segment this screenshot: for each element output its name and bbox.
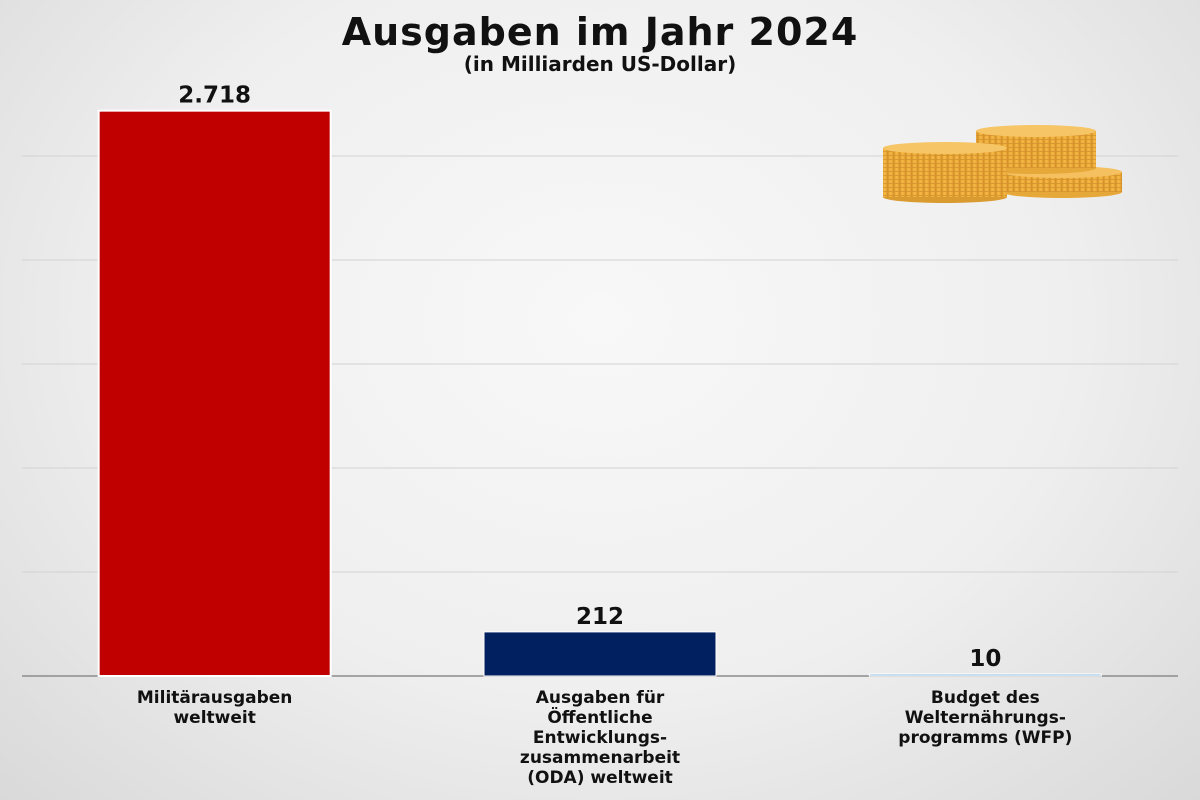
data-label-3: 10 bbox=[969, 646, 1001, 672]
data-label-2: 212 bbox=[576, 604, 624, 630]
bar-1 bbox=[97, 109, 332, 677]
value-labels: 2.718 212 10 bbox=[178, 83, 1001, 672]
data-label-1: 2.718 bbox=[178, 83, 251, 109]
chart-title: Ausgaben im Jahr 2024 bbox=[341, 10, 859, 54]
category-label-2: Ausgaben für Öffentliche Entwicklungs- z… bbox=[519, 688, 681, 788]
coin-stacks-icon bbox=[883, 125, 1122, 203]
chart-subtitle: (in Milliarden US-Dollar) bbox=[463, 52, 737, 76]
bars bbox=[97, 109, 1102, 677]
bar-2 bbox=[483, 631, 717, 677]
category-label-3: Budget des Welternährungs- programms (WF… bbox=[898, 688, 1073, 748]
bar-3 bbox=[868, 673, 1102, 677]
category-label-1: Militärausgaben weltweit bbox=[136, 688, 293, 728]
